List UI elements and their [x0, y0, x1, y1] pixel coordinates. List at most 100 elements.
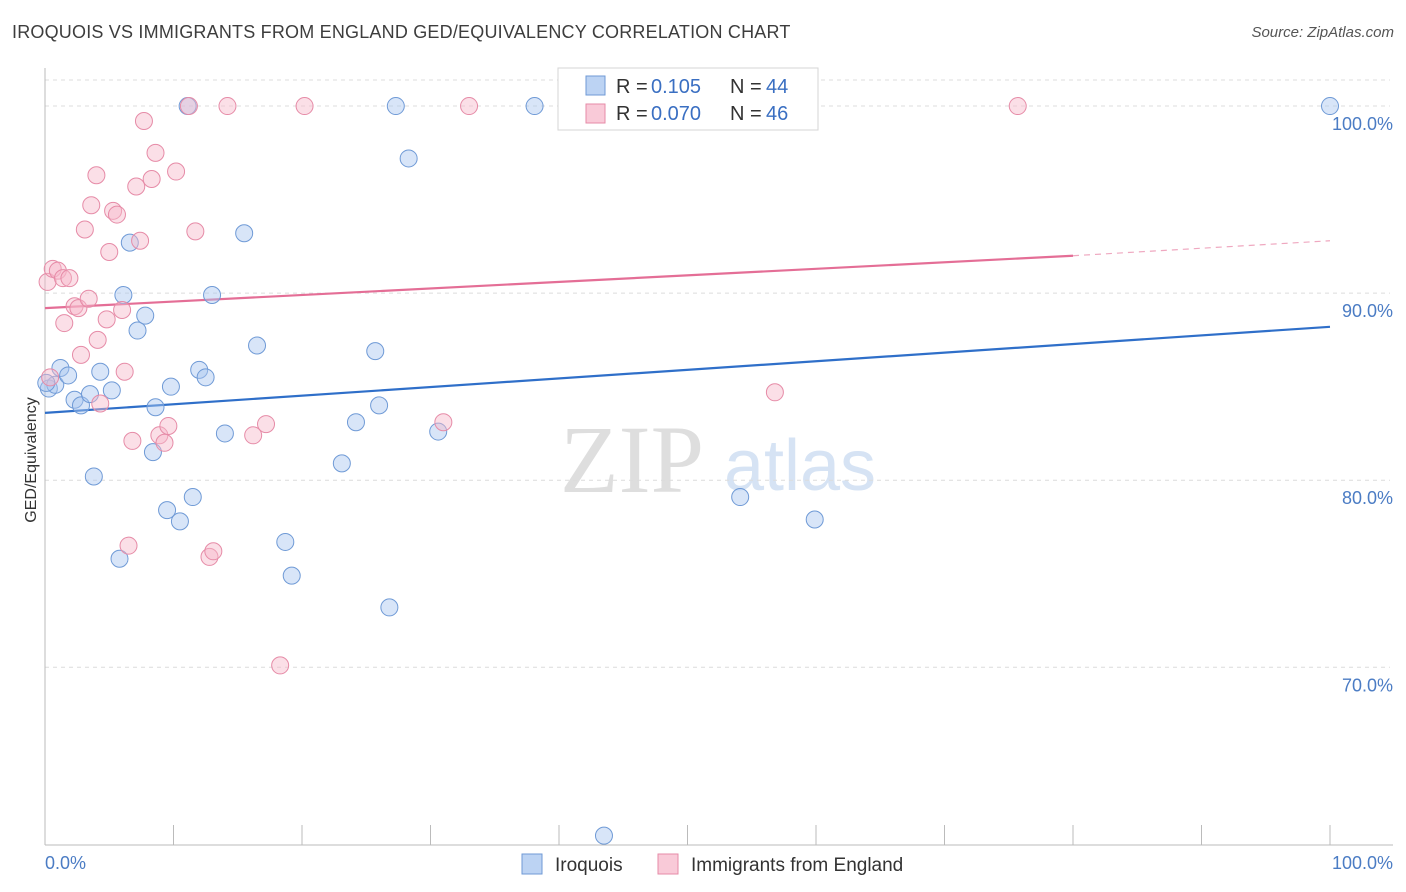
point-iroquois-39	[594, 826, 613, 845]
x-tick-label-1: 100.0%	[1332, 853, 1393, 873]
legend-r-label-2: R =	[616, 103, 648, 125]
point-iroquois-25	[215, 424, 234, 443]
point-england-39	[295, 97, 314, 116]
watermark-zip: ZIP	[560, 406, 704, 513]
legend-r-value-1: 0.105	[651, 76, 701, 98]
point-iroquois-19	[170, 512, 189, 531]
point-england-40	[434, 413, 453, 432]
legend-r-label-1: R =	[616, 76, 648, 98]
point-iroquois-6	[80, 385, 99, 404]
point-england-15	[100, 242, 119, 261]
point-england-36	[244, 426, 263, 445]
legend-n-label-1: N =	[730, 76, 762, 98]
point-iroquois-31	[346, 413, 365, 432]
point-england-9	[79, 289, 98, 308]
point-iroquois-29	[282, 566, 301, 585]
point-england-3	[53, 269, 72, 288]
series-label-iroquois: Iroquois	[555, 855, 623, 876]
point-england-14	[97, 310, 116, 329]
point-iroquois-36	[399, 149, 418, 168]
point-iroquois-30	[332, 454, 351, 473]
legend-r-value-2: 0.070	[651, 103, 701, 125]
point-england-25	[142, 170, 161, 189]
point-iroquois-7	[91, 362, 110, 381]
series-legend: Iroquois Immigrants from England	[521, 853, 903, 876]
point-england-24	[134, 112, 153, 131]
point-england-6	[69, 299, 88, 318]
point-iroquois-22	[190, 360, 209, 379]
point-england-43	[1008, 97, 1027, 116]
watermark-atlas: atlas	[724, 426, 876, 506]
point-england-34	[204, 542, 223, 561]
point-england-21	[123, 431, 142, 450]
series-swatch-iroquois	[521, 853, 543, 875]
point-iroquois-23	[196, 368, 215, 387]
point-iroquois-10	[110, 549, 129, 568]
point-iroquois-2	[51, 358, 70, 377]
point-iroquois-21	[183, 488, 202, 507]
data-points	[37, 97, 1339, 845]
series-swatch-england	[657, 853, 679, 875]
point-iroquois-37	[429, 422, 448, 441]
point-england-45	[55, 314, 74, 333]
point-england-29	[159, 416, 178, 435]
point-england-42	[765, 383, 784, 402]
legend-n-value-1: 44	[766, 76, 788, 98]
point-england-19	[115, 362, 134, 381]
trend-lines	[44, 240, 1331, 414]
x-tick-label-0: 0.0%	[45, 853, 86, 873]
point-england-11	[87, 166, 106, 185]
point-iroquois-3	[59, 366, 78, 385]
y-tick-label-0: 70.0%	[1342, 675, 1393, 695]
y-tick-label-3: 100.0%	[1332, 114, 1393, 134]
point-england-32	[186, 222, 205, 241]
legend-swatch-england	[585, 103, 606, 124]
point-england-8	[75, 220, 94, 239]
point-england-13	[91, 394, 110, 413]
point-england-22	[127, 177, 146, 196]
point-england-44	[41, 368, 60, 387]
point-iroquois-32	[366, 342, 385, 361]
trend-line-england	[44, 254, 1074, 310]
point-england-7	[71, 345, 90, 364]
trend-line-iroquois	[44, 325, 1331, 414]
point-iroquois-16	[146, 398, 165, 417]
point-england-31	[179, 97, 198, 116]
watermark: ZIP atlas	[560, 406, 876, 513]
legend-swatch-iroquois	[585, 75, 606, 96]
point-iroquois-14	[136, 306, 155, 325]
point-iroquois-17	[158, 501, 177, 520]
point-england-4	[60, 269, 79, 288]
point-england-10	[82, 196, 101, 215]
y-tick-label-1: 80.0%	[1342, 488, 1393, 508]
point-iroquois-9	[84, 467, 103, 486]
legend-n-label-2: N =	[730, 103, 762, 125]
axes: 70.0% 80.0% 90.0% 100.0% 0.0% 100.0%	[44, 68, 1393, 873]
point-england-20	[119, 536, 138, 555]
point-england-26	[146, 143, 165, 162]
point-england-12	[88, 330, 107, 349]
point-iroquois-11	[114, 286, 133, 305]
point-england-37	[257, 415, 276, 434]
point-iroquois-8	[102, 381, 121, 400]
point-iroquois-35	[386, 97, 405, 116]
point-iroquois-34	[380, 598, 399, 617]
series-label-england: Immigrants from England	[691, 855, 903, 876]
point-iroquois-41	[805, 510, 824, 529]
point-england-17	[107, 205, 126, 224]
point-iroquois-18	[161, 377, 180, 396]
point-england-38	[271, 656, 290, 675]
source-credit: Source: ZipAtlas.com	[1251, 24, 1394, 41]
gridlines	[45, 79, 1390, 668]
point-iroquois-38	[525, 97, 544, 116]
point-iroquois-33	[370, 396, 389, 415]
point-iroquois-26	[235, 224, 254, 243]
chart-title: IROQUOIS VS IMMIGRANTS FROM ENGLAND GED/…	[12, 22, 791, 42]
point-england-30	[167, 162, 186, 181]
point-iroquois-13	[128, 321, 147, 340]
y-axis-label: GED/Equivalency	[23, 397, 40, 522]
point-iroquois-27	[248, 336, 267, 355]
point-iroquois-28	[276, 532, 295, 551]
point-iroquois-42	[1321, 97, 1339, 116]
